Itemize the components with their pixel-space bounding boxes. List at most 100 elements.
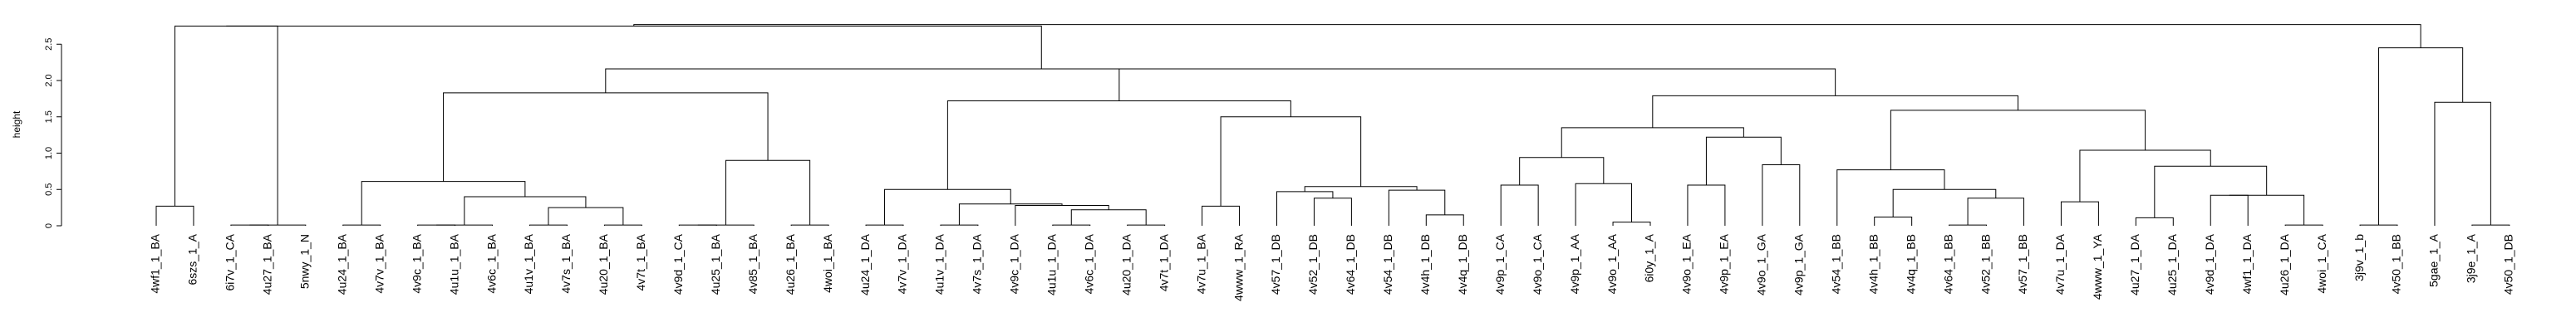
leaf-label: 4v50_1_BB xyxy=(2390,234,2403,294)
dendrogram-branch xyxy=(2434,101,2491,226)
leaf-label: 4v64_1_BB xyxy=(1941,234,1954,294)
leaf-label: 4v57_1_DB xyxy=(1269,234,1282,295)
leaf-label: 4v9d_1_DA xyxy=(2203,233,2216,295)
dendrogram-branch xyxy=(884,188,1011,226)
dendrogram-branch xyxy=(1519,157,1605,185)
leaf-label: 3j9e_1_A xyxy=(2465,233,2478,283)
leaf-label: 4u20_1_DA xyxy=(1119,233,1133,295)
dendrogram-branch xyxy=(1892,188,1997,217)
dendrogram-branch xyxy=(1561,127,1744,158)
leaf-label: 4v9p_1_CA xyxy=(1493,233,1507,295)
leaf-label: 3j9v_1_b xyxy=(2352,234,2366,281)
dendrogram-branch xyxy=(725,159,811,226)
dendrogram-branch xyxy=(155,205,194,226)
leaf-label: 4v6c_1_DA xyxy=(1082,233,1095,294)
dendrogram-branch xyxy=(1575,183,1633,226)
leaf-label: 4v7t_1_BA xyxy=(634,233,647,290)
leaf-label: 4v7u_1_DA xyxy=(2053,233,2067,295)
leaf-label: 4v7s_1_BA xyxy=(559,233,573,293)
leaf-label: 4v9o_1_EA xyxy=(1680,233,1694,294)
dendrogram-branch xyxy=(548,207,624,226)
leaf-label: 4v7v_1_DA xyxy=(896,233,909,294)
leaf-label: 4v9o_1_CA xyxy=(1531,233,1544,295)
dendrogram-branch xyxy=(1388,189,1446,226)
leaf-label: 4v9c_1_DA xyxy=(1008,233,1021,294)
dendrogram-branch xyxy=(1949,224,1988,226)
leaf-label: 4v52_1_DB xyxy=(1306,234,1320,295)
dendrogram-branch xyxy=(174,25,278,226)
dendrogram-branch xyxy=(1127,224,1166,226)
leaf-label: 4u25_1_BA xyxy=(709,233,722,295)
dendrogram-branch xyxy=(633,24,2421,48)
leaf-label: 4v7u_1_BA xyxy=(1194,233,1207,294)
leaf-label: 4v9o_1_AA xyxy=(1605,233,1619,294)
y-tick-label: 2.5 xyxy=(44,38,54,51)
leaf-label: 4v7t_1_DA xyxy=(1157,233,1170,291)
dendrogram-branch xyxy=(697,224,755,226)
leaf-label: 4u26_1_DA xyxy=(2278,233,2291,295)
leaf-label: 4v9p_1_AA xyxy=(1568,233,1581,294)
leaf-label: 4v7s_1_DA xyxy=(971,233,984,294)
leaf-label: 4u20_1_BA xyxy=(597,233,610,295)
dendrogram-branch xyxy=(2060,201,2099,226)
dendrogram-branch xyxy=(226,25,1042,69)
dendrogram-branch xyxy=(1052,224,1091,226)
leaf-label: 5gae_1_A xyxy=(2427,233,2441,287)
dendrogram-branch xyxy=(603,224,642,226)
leaf-label: 4u27_1_DA xyxy=(2128,233,2141,295)
leaf-label: 4v4h_1_DB xyxy=(1418,234,1432,295)
y-tick-label: 0 xyxy=(44,223,54,228)
leaf-label: 4v52_1_BB xyxy=(1979,234,1992,294)
dendrogram-branch xyxy=(342,224,381,226)
dendrogram-branch xyxy=(1425,214,1464,226)
dendrogram-branch xyxy=(940,224,979,226)
leaf-label: 4v9p_1_GA xyxy=(1792,233,1806,295)
leaf-label: 4v6c_1_BA xyxy=(484,233,498,293)
dendrogram-branch xyxy=(1015,205,1109,226)
dendrogram-branch xyxy=(436,224,494,226)
leaf-label: 4v9o_1_GA xyxy=(1755,233,1768,295)
dendrogram-branch xyxy=(1874,217,1913,226)
leaf-label: 6szs_1_A xyxy=(186,233,199,285)
leaf-label: 4v4q_1_DB xyxy=(1456,234,1469,295)
leaf-label: 4u24_1_DA xyxy=(858,233,872,295)
dendrogram-branch xyxy=(1762,164,1801,226)
dendrogram-branch xyxy=(1705,136,1782,185)
leaf-label: 4woi_1_BA xyxy=(821,233,834,292)
leaf-label: 4wf1_1_BA xyxy=(149,233,162,293)
leaf-label: 4v9d_1_CA xyxy=(671,233,685,295)
leaf-label: 4u1u_1_DA xyxy=(1045,233,1059,295)
leaf-label: 4v50_1_DB xyxy=(2502,234,2515,295)
y-axis: 0 0.5 1.0 1.5 2.0 2.5 xyxy=(44,38,62,228)
dendrogram-branch xyxy=(443,92,769,182)
dendrogram-branch xyxy=(1612,222,1651,226)
dendrogram-branch xyxy=(1220,116,1362,207)
dendrogram-branch xyxy=(2210,194,2249,226)
dendrogram-branch xyxy=(958,203,1063,226)
leaf-label: 4v4h_1_BB xyxy=(1866,234,1880,294)
leaf-label: 4v85_1_BA xyxy=(746,233,760,294)
dendrogram-branch xyxy=(1652,95,2018,128)
dendrogram-branch xyxy=(946,100,1291,190)
leaf-labels: 4wf1_1_BA 6szs_1_A 6i7v_1_CA 4u27_1_BA 5nwy_… xyxy=(149,233,2515,301)
leaf-label: 4u1u_1_BA xyxy=(447,233,460,295)
dendrogram-branch xyxy=(2359,224,2398,226)
dendrogram-branch xyxy=(605,68,1477,93)
dendrogram-branch xyxy=(1967,198,2024,226)
leaf-label: 4u1v_1_DA xyxy=(933,233,946,295)
leaf-label: 4wf1_1_DA xyxy=(2240,233,2254,294)
leaf-label: 5nwy_1_N xyxy=(298,234,312,289)
dendrogram-branch xyxy=(1313,198,1352,226)
leaf-label: 4www_1_YA xyxy=(2091,233,2104,300)
dendrogram-branch xyxy=(865,224,904,226)
leaf-label: 4v54_1_BB xyxy=(1829,234,1842,294)
leaf-label: 4u24_1_BA xyxy=(335,233,348,295)
dendrogram-branch xyxy=(1070,209,1147,226)
dendrogram-branch xyxy=(2229,194,2305,226)
leaf-label: 4u25_1_DA xyxy=(2166,233,2179,295)
dendrogram-branch xyxy=(1687,184,1726,226)
leaf-label: 4v9c_1_BA xyxy=(410,233,423,293)
leaf-label: 4v54_1_DB xyxy=(1381,234,1394,295)
dendrogram-branch xyxy=(529,224,568,226)
